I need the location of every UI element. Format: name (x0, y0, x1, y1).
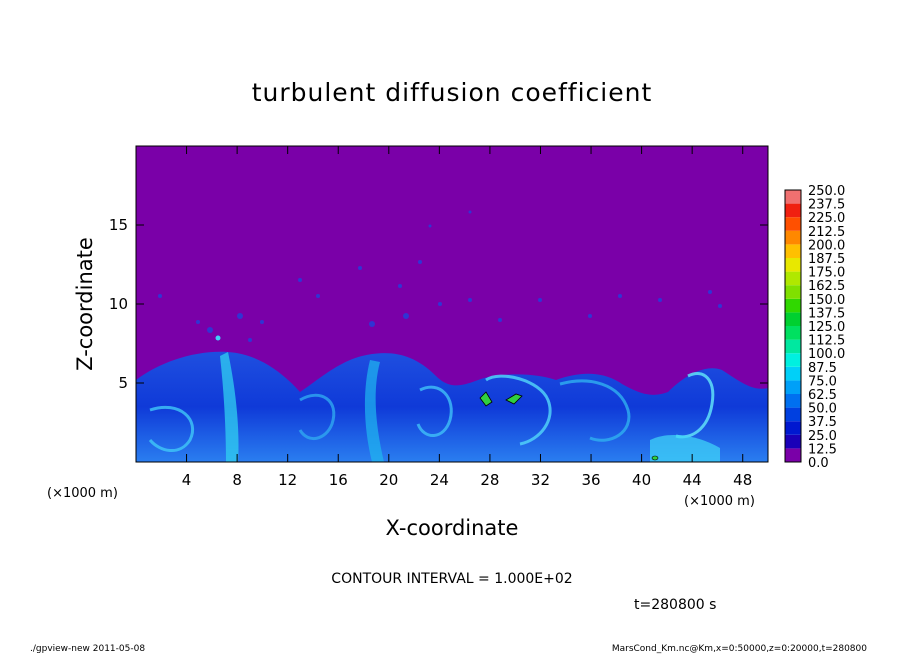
x-tick-label: 28 (480, 471, 499, 489)
footer-right: MarsCond_Km.nc@Km,x=0:50000,z=0:20000,t=… (612, 644, 867, 654)
colorbar-swatch (785, 230, 801, 245)
x-tick-label: 36 (581, 471, 600, 489)
x-tick-label: 48 (733, 471, 752, 489)
colorbar-swatch (785, 312, 801, 326)
colorbar-swatch (785, 190, 801, 204)
contour-interval-note: CONTOUR INTERVAL = 1.000E+02 (331, 571, 572, 587)
colorbar-swatch (785, 244, 801, 258)
colorbar-label: 162.5 (808, 279, 845, 294)
colorbar-label: 112.5 (808, 334, 845, 349)
colorbar-label: 225.0 (808, 211, 845, 226)
colorbar-label: 150.0 (808, 293, 845, 308)
colorbar-swatch (785, 217, 801, 231)
colorbar-label: 75.0 (808, 374, 837, 389)
colorbar-swatch (785, 366, 801, 381)
colorbar-swatch (785, 407, 801, 422)
x-left-unit-label: (×1000 m) (47, 486, 118, 501)
colorbar-label: 37.5 (808, 415, 837, 430)
colorbar: 0.012.525.037.550.062.575.087.5100.0112.… (784, 184, 845, 471)
colorbar-swatch (785, 339, 801, 354)
x-axis-ticks: 4 8 12 16 20 24 28 32 36 40 44 48 (182, 146, 752, 489)
x-tick-label: 20 (379, 471, 398, 489)
colorbar-label: 100.0 (808, 347, 845, 362)
colorbar-label: 62.5 (808, 388, 837, 403)
x-tick-label: 44 (683, 471, 702, 489)
time-label: t=280800 s (634, 597, 716, 613)
colorbar-swatch (785, 448, 801, 462)
colorbar-swatch (785, 421, 801, 435)
colorbar-label: 137.5 (808, 306, 845, 321)
colorbar-swatch (785, 394, 801, 408)
colorbar-label: 187.5 (808, 252, 845, 267)
colorbar-frame (784, 189, 802, 463)
chart-title: turbulent diffusion coefficient (252, 78, 653, 107)
x-tick-label: 24 (430, 471, 449, 489)
colorbar-label: 250.0 (808, 184, 845, 199)
colorbar-label: 212.5 (808, 225, 845, 240)
colorbar-label: 175.0 (808, 266, 845, 281)
colorbar-label: 0.0 (808, 456, 829, 471)
footer-left: ./gpview-new 2011-05-08 (30, 644, 145, 654)
x-tick-label: 4 (182, 471, 192, 489)
colorbar-swatch (785, 285, 801, 299)
heatmap-field (136, 210, 768, 462)
colorbar-swatch (785, 326, 801, 340)
colorbar-label: 125.0 (808, 320, 845, 335)
x-tick-label: 8 (232, 471, 242, 489)
colorbar-label: 87.5 (808, 361, 837, 376)
x-tick-label: 12 (278, 471, 297, 489)
y-axis-label: Z-coordinate (73, 237, 97, 371)
x-tick-label: 40 (632, 471, 651, 489)
colorbar-swatch (785, 298, 801, 313)
colorbar-swatch (785, 258, 801, 272)
y-axis-ticks: 5 10 15 (109, 216, 768, 392)
x-unit-label: (×1000 m) (684, 494, 755, 509)
x-axis-label: X-coordinate (386, 516, 519, 540)
colorbar-label: 237.5 (808, 198, 845, 213)
colorbar-label: 50.0 (808, 402, 837, 417)
colorbar-label: 25.0 (808, 429, 837, 444)
colorbar-swatch (785, 271, 801, 286)
y-tick-label: 10 (109, 295, 128, 313)
y-tick-label: 5 (118, 374, 128, 392)
y-tick-label: 15 (109, 216, 128, 234)
x-tick-label: 16 (329, 471, 348, 489)
colorbar-swatch (785, 353, 801, 367)
colorbar-swatch (785, 434, 801, 449)
colorbar-swatch (785, 380, 801, 394)
colorbar-swatch (785, 203, 801, 218)
colorbar-label: 12.5 (808, 442, 837, 457)
colorbar-label: 200.0 (808, 238, 845, 253)
x-tick-label: 32 (531, 471, 550, 489)
